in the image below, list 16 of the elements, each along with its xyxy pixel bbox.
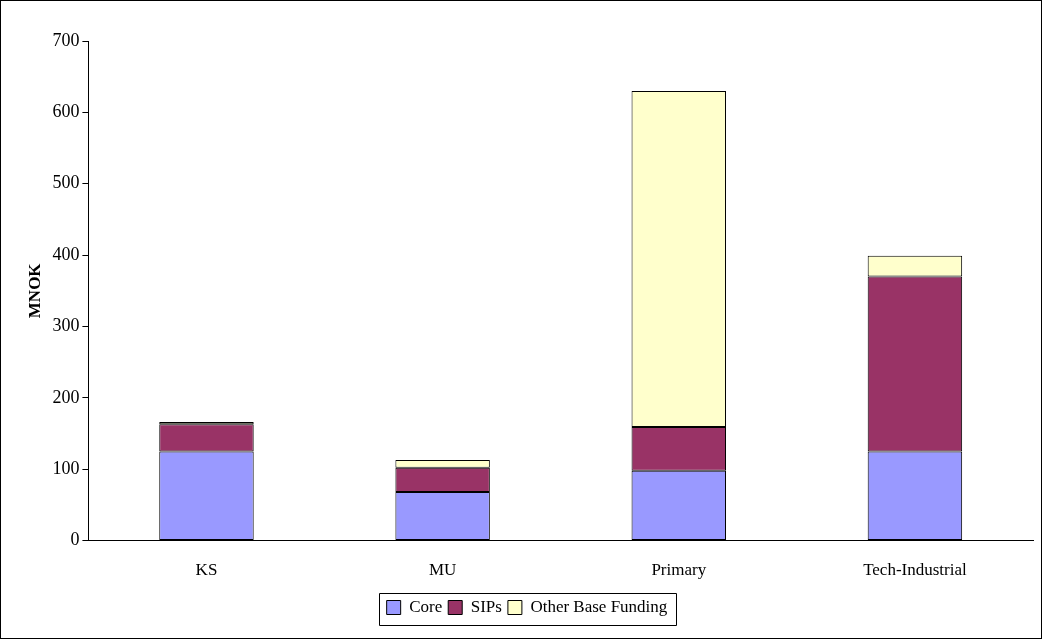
y-tick-label: 0 (70, 529, 80, 550)
legend-label: Other Base Funding (530, 596, 668, 616)
x-tick-label: KS (195, 560, 218, 580)
y-axis-title: MNOK (24, 262, 44, 319)
y-tick-label: 500 (52, 172, 80, 193)
y-tick-label: 400 (52, 243, 80, 264)
legend-label: SIPs (470, 596, 502, 616)
x-tick-label: Primary (651, 560, 707, 580)
legend-label: Core (409, 596, 443, 616)
y-tick-label: 700 (52, 29, 80, 50)
y-tick-label: 200 (52, 386, 80, 407)
x-tick-label: MU (428, 560, 457, 580)
y-tick-label: 100 (52, 457, 80, 478)
y-tick-label: 600 (52, 101, 80, 122)
y-tick-label: 300 (52, 315, 80, 336)
x-tick-label: Tech-Industrial (863, 560, 967, 580)
